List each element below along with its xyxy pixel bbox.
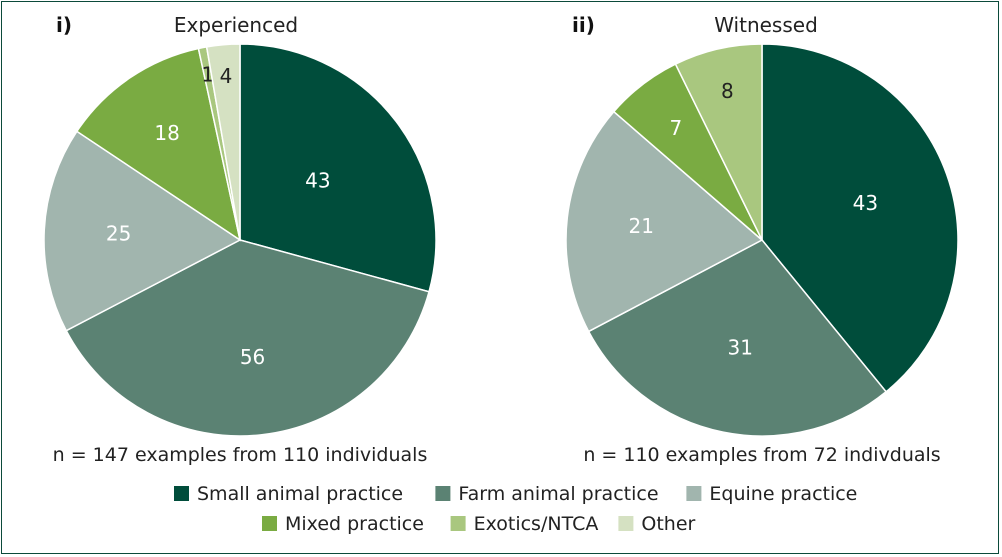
slice-value-label: 7: [669, 116, 682, 140]
legend-label-exotics-ntca: Exotics/NTCA: [474, 513, 599, 535]
pie-title: Witnessed: [714, 13, 818, 37]
legend-label-equine-practice: Equine practice: [709, 483, 857, 505]
legend-swatch-equine-practice: [686, 486, 702, 501]
panel-id: i): [56, 13, 72, 37]
pie-slice-farm-animal-practice: [587, 239, 888, 437]
legend-swatch-other: [618, 516, 634, 531]
slice-value-label: 21: [629, 214, 654, 238]
pie-title: Experienced: [174, 13, 298, 37]
legend-swatch-farm-animal-practice: [435, 486, 451, 501]
pie-slice-other: [205, 43, 241, 241]
slice-value-label: 25: [106, 222, 131, 246]
slice-value-label: 8: [721, 79, 734, 103]
slice-value-label: 4: [220, 64, 233, 88]
legend-label-mixed-practice: Mixed practice: [285, 513, 424, 535]
slice-value-label: 18: [154, 121, 179, 145]
pie-panel-witnessed: ii) Witnessed 43 31 21 7 8 n = 110 examples …: [565, 13, 959, 466]
pie-slice-farm-animal-practice: [65, 239, 430, 437]
pie-slice-mixed-practice: [75, 47, 242, 242]
legend-label-other: Other: [641, 513, 695, 535]
pie-slice-equine-practice: [565, 110, 764, 333]
legend-swatch-mixed-practice: [262, 516, 277, 531]
legend-label-small-animal-practice: Small animal practice: [197, 483, 403, 505]
slice-value-label: 43: [853, 191, 878, 215]
legend-swatch-small-animal-practice: [174, 486, 189, 501]
pie-slice-exotics-ntca: [674, 43, 763, 241]
legend-label-farm-animal-practice: Farm animal practice: [458, 483, 658, 505]
pie-slice-small-animal-practice: [239, 43, 437, 293]
slice-value-label: 56: [240, 345, 265, 369]
panel-id: ii): [572, 13, 595, 37]
pie-caption: n = 147 examples from 110 individuals: [53, 444, 428, 466]
slice-value-label: 31: [727, 336, 752, 360]
pie-caption: n = 110 examples from 72 indivduals: [583, 444, 940, 466]
legend: Small animal practice Farm animal practic…: [174, 483, 857, 535]
legend-swatch-exotics-ntca: [450, 516, 466, 531]
slice-value-label: 43: [305, 169, 330, 193]
pie-slices: 43 31 21 7 8: [565, 43, 959, 437]
pie-slice-equine-practice: [43, 130, 242, 332]
pie-slice-small-animal-practice: [761, 43, 959, 393]
